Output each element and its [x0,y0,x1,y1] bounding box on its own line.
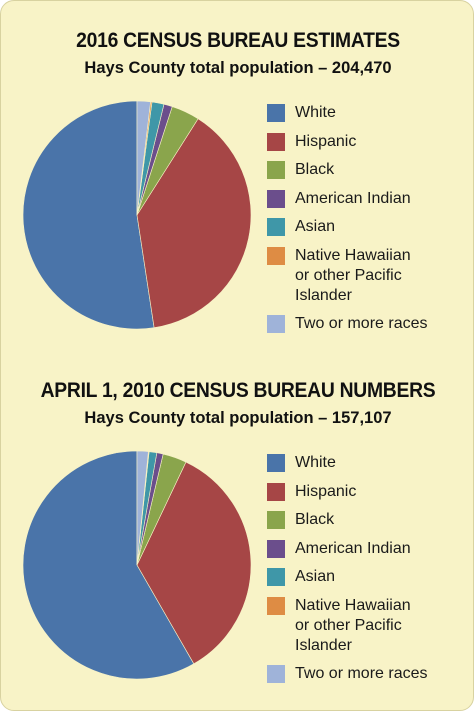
legend-item-white: White [267,103,467,123]
pie-slice-white [22,450,195,680]
legend-item-native-hawaiian-or-other-pacific-islander: Native Hawaiian or other Pacific Islande… [267,246,467,306]
legend-2016: White Hispanic Black American Indian Asian Na… [267,103,467,343]
legend-item-asian: Asian [267,217,467,237]
chart-panel-2010: APRIL 1, 2010 CENSUS BUREAU NUMBERS Hays… [1,373,474,718]
legend-swatch [267,132,285,151]
legend-label: White [295,104,336,121]
legend-label: Hispanic [295,132,357,150]
legend-item-native-hawaiian-or-other-pacific-islander: Native Hawaiian or other Pacific Islande… [267,596,467,656]
legend-swatch [267,161,285,179]
chart-title: 2016 CENSUS BUREAU ESTIMATES [76,29,400,52]
legend-swatch [267,511,285,529]
legend-item-two-or-more-races: Two or more races [267,314,467,334]
chart-subtitle: Hays County total population – 157,107 [84,409,392,427]
legend-swatch [267,189,285,208]
legend-label: American Indian [295,539,411,557]
pie-chart-2016 [22,100,252,330]
pie-slice-two-or-more-races [136,450,149,566]
legend-label: Two or more races [295,315,428,332]
legend-label: Black [295,511,335,528]
legend-item-hispanic: Hispanic [267,132,467,152]
legend-item-american-indian: American Indian [267,539,467,559]
legend-swatch [267,596,285,615]
pie-slice-two-or-more-races [136,100,151,216]
legend-swatch [267,218,285,236]
chart-panel-2016: 2016 CENSUS BUREAU ESTIMATES Hays County… [1,23,474,368]
legend-2010: White Hispanic Black American Indian Asian Na… [267,453,467,693]
legend-swatch [267,482,285,501]
legend-swatch [267,454,285,472]
legend-label: Asian [295,218,336,235]
legend-swatch [267,568,285,586]
legend-swatch [267,539,285,558]
legend-label: American Indian [295,189,411,207]
legend-label: White [295,454,336,471]
legend-label: Two or more races [295,665,428,682]
legend-item-black: Black [267,160,467,180]
legend-item-hispanic: Hispanic [267,482,467,502]
legend-item-two-or-more-races: Two or more races [267,664,467,684]
chart-title: APRIL 1, 2010 CENSUS BUREAU NUMBERS [40,379,436,402]
legend-swatch [267,315,285,333]
legend-item-asian: Asian [267,567,467,587]
legend-label: Hispanic [295,482,357,500]
pie-slice-hispanic [136,118,252,329]
legend-label: Asian [295,568,336,585]
legend-label: Native Hawaiian or other Pacific Islande… [295,246,411,304]
legend-swatch [267,104,285,122]
legend-item-american-indian: American Indian [267,189,467,209]
legend-label: Black [295,161,335,178]
legend-label: Native Hawaiian or other Pacific Islande… [295,596,411,654]
chart-subtitle: Hays County total population – 204,470 [84,59,392,77]
legend-item-white: White [267,453,467,473]
legend-item-black: Black [267,510,467,530]
pie-slice-white [22,100,155,330]
legend-swatch [267,246,285,265]
pie-slice-hispanic [136,461,252,665]
pie-chart-2010 [22,450,252,680]
legend-swatch [267,665,285,683]
